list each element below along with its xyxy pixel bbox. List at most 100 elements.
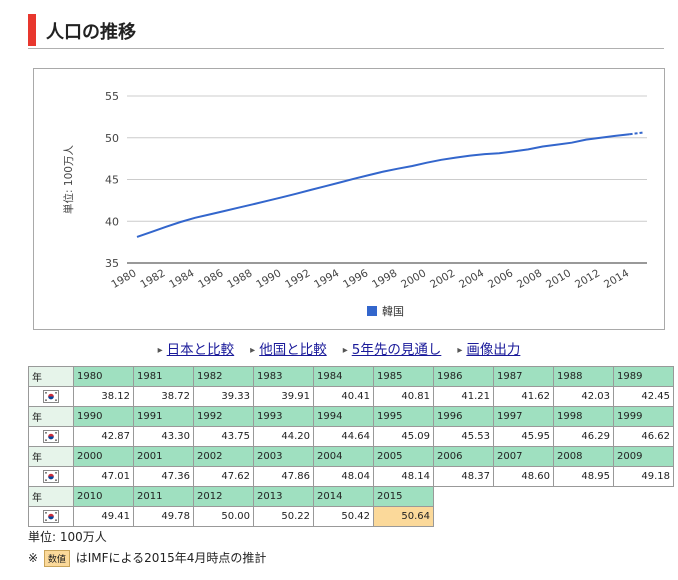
population-value-cell: 42.87 [73,426,134,447]
year-cell: 2015 [373,486,434,507]
year-cell: 1999 [613,406,674,427]
population-value-cell: 50.64 [373,506,434,527]
population-value-cell: 46.62 [613,426,674,447]
population-value-cell: 38.12 [73,386,134,407]
population-value-cell: 39.91 [253,386,314,407]
population-value-cell: 39.33 [193,386,254,407]
year-cell: 1997 [493,406,554,427]
population-value-cell: 48.14 [373,466,434,487]
y-tick-label: 40 [105,215,119,228]
population-value-cell: 40.41 [313,386,374,407]
population-value-cell: 47.86 [253,466,314,487]
x-tick-label: 1990 [254,267,283,291]
population-value-cell: 49.18 [613,466,674,487]
table-value-row: 38.12 38.72 39.33 39.91 40.41 40.81 41.21 41.62… [28,386,674,407]
population-value-cell: 42.03 [553,386,614,407]
action-links: ▸ 日本と比較 ▸ 他国と比較 ▸ 5年先の見通し ▸ 画像出力 [0,338,678,358]
population-value-cell: 44.64 [313,426,374,447]
page-title: 人口の推移 [46,22,136,43]
year-cell: 1990 [73,406,134,427]
year-cell: 2005 [373,446,434,467]
korea-flag-icon [43,390,59,403]
population-value-cell: 44.20 [253,426,314,447]
chevron-right-icon: ▸ [157,344,163,356]
year-cell: 2013 [253,486,314,507]
y-tick-label: 55 [105,90,119,103]
chevron-right-icon: ▸ [457,344,463,356]
link-0[interactable]: ▸ 日本と比較 [158,338,235,358]
link-label: 画像出力 [466,342,521,358]
x-tick-label: 1994 [312,267,341,291]
year-cell: 1995 [373,406,434,427]
y-tick-label: 45 [105,174,119,187]
link-2[interactable]: ▸ 5年先の見通し [343,338,442,358]
x-tick-label: 2010 [544,267,573,291]
table-value-row: 42.87 43.30 43.75 44.20 44.64 45.09 45.53 45.95… [28,426,674,447]
table-value-row: 47.01 47.36 47.62 47.86 48.04 48.14 48.37 48.60… [28,466,674,487]
note-prefix: ※ [28,551,39,565]
korea-flag-icon [43,470,59,483]
unit-label: 単位: 100万人 [28,530,107,544]
population-value-cell: 48.04 [313,466,374,487]
population-value-cell: 48.95 [553,466,614,487]
population-table: 年 1980 1981 1982 1983 1984 1985 1986 1987 1988 198… [28,366,674,527]
country-flag-cell [28,466,74,487]
year-cell: 2012 [193,486,254,507]
population-value-cell: 45.95 [493,426,554,447]
empty-cell [434,487,494,507]
population-value-cell: 48.37 [433,466,494,487]
y-tick-label: 35 [105,257,119,270]
population-value-cell: 40.81 [373,386,434,407]
link-3[interactable]: ▸ 画像出力 [457,338,520,358]
legend-label: 韓国 [382,305,404,318]
empty-cell [554,487,614,507]
note-text: はIMFによる2015年4月時点の推計 [75,551,267,565]
year-cell: 1998 [553,406,614,427]
x-tick-label: 1982 [138,267,167,291]
population-value-cell: 47.36 [133,466,194,487]
population-value-cell: 45.09 [373,426,434,447]
link-label: 5年先の見通し [351,342,442,358]
x-tick-label: 1988 [225,267,254,291]
year-cell: 2014 [313,486,374,507]
x-tick-label: 2004 [457,267,486,291]
x-tick-label: 2006 [486,267,515,291]
link-label: 日本と比較 [166,342,235,358]
link-label: 他国と比較 [259,342,327,358]
row-label-year: 年 [28,486,74,507]
chevron-right-icon: ▸ [250,344,256,356]
year-cell: 2001 [133,446,194,467]
country-flag-cell [28,386,74,407]
year-cell: 1991 [133,406,194,427]
population-value-cell: 50.42 [313,506,374,527]
link-1[interactable]: ▸ 他国と比較 [250,338,327,358]
country-flag-cell [28,506,74,527]
year-cell: 2002 [193,446,254,467]
x-tick-label: 1986 [196,267,225,291]
year-cell: 1989 [613,366,674,387]
year-cell: 1983 [253,366,314,387]
header-accent-bar [28,14,36,46]
table-year-row: 年 2010 2011 2012 2013 2014 2015 [28,486,674,507]
x-tick-label: 1992 [283,267,312,291]
year-cell: 1993 [253,406,314,427]
year-cell: 2003 [253,446,314,467]
population-value-cell: 47.62 [193,466,254,487]
row-label-year: 年 [28,446,74,467]
x-tick-label: 2000 [399,267,428,291]
population-value-cell: 50.00 [193,506,254,527]
population-value-cell: 48.60 [493,466,554,487]
population-value-cell: 43.75 [193,426,254,447]
empty-cell [494,487,554,507]
row-label-year: 年 [28,406,74,427]
korea-flag-icon [43,430,59,443]
x-tick-label: 2008 [515,267,544,291]
series-line-korea-estimate [629,131,645,136]
population-value-cell: 49.41 [73,506,134,527]
empty-cell [554,507,614,527]
year-cell: 1982 [193,366,254,387]
table-year-row: 年 1990 1991 1992 1993 1994 1995 1996 1997 1998 199… [28,406,674,427]
series-line-korea [136,133,630,238]
year-cell: 2000 [73,446,134,467]
